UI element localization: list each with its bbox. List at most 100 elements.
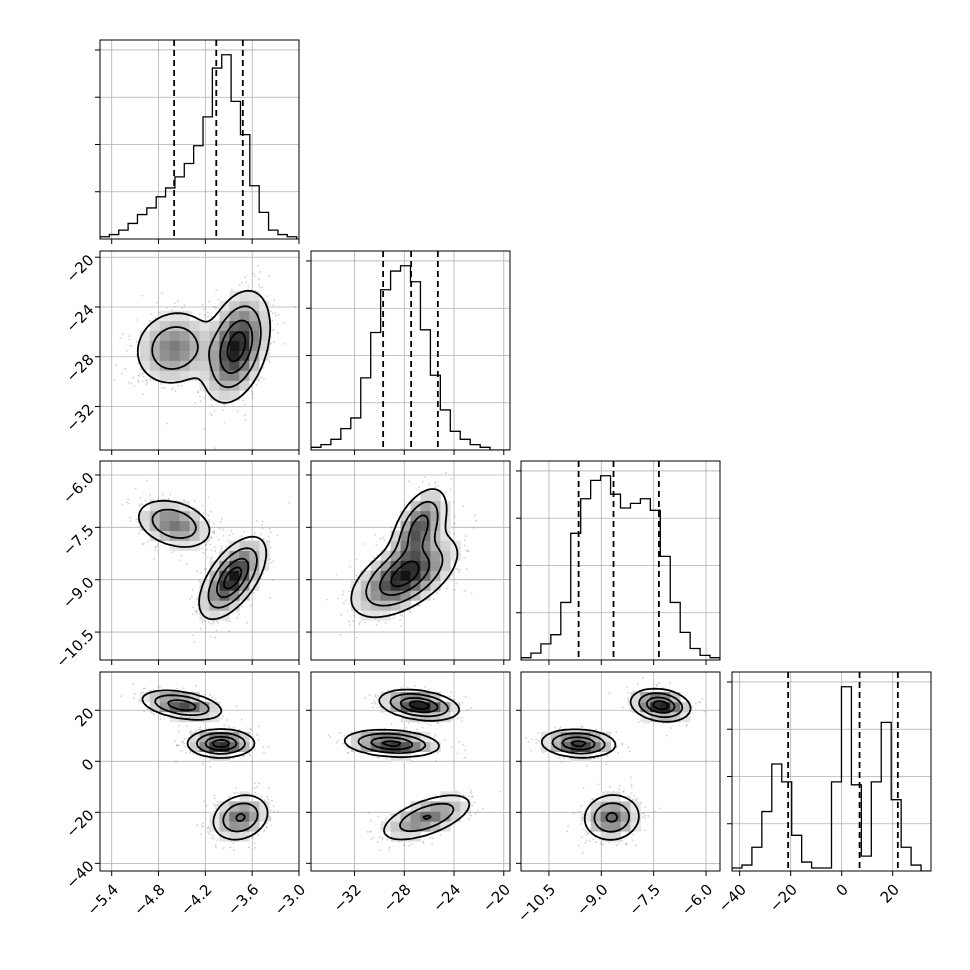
sample-point bbox=[608, 692, 611, 695]
sample-point bbox=[121, 333, 124, 335]
sample-point bbox=[628, 750, 631, 753]
density-cell bbox=[149, 350, 161, 361]
sample-point bbox=[269, 546, 272, 549]
sample-point bbox=[621, 706, 624, 709]
density-cell bbox=[410, 550, 421, 561]
sample-point bbox=[627, 703, 630, 706]
sample-point bbox=[482, 807, 484, 810]
sample-point bbox=[255, 520, 258, 522]
sample-point bbox=[221, 517, 223, 520]
density-cell bbox=[149, 330, 161, 341]
sample-point bbox=[201, 763, 204, 765]
sample-point bbox=[270, 561, 272, 564]
sample-point bbox=[376, 554, 379, 557]
sample-point bbox=[476, 810, 479, 813]
density-cell bbox=[139, 360, 151, 371]
sample-point bbox=[207, 315, 209, 318]
sample-point bbox=[416, 728, 419, 731]
sample-point bbox=[247, 846, 250, 849]
sample-point bbox=[346, 752, 349, 755]
density-cell bbox=[360, 731, 372, 743]
density-cell bbox=[370, 610, 382, 621]
sample-point bbox=[213, 530, 215, 533]
sample-point bbox=[206, 827, 209, 830]
sample-point bbox=[662, 722, 665, 725]
density-cell bbox=[610, 801, 621, 812]
contours bbox=[540, 687, 692, 841]
sample-point bbox=[348, 620, 350, 623]
sample-point bbox=[195, 508, 198, 510]
density-cell bbox=[229, 811, 240, 822]
density-cell bbox=[159, 350, 171, 361]
density-cell bbox=[239, 801, 250, 812]
sample-point bbox=[417, 721, 420, 724]
sample-point bbox=[254, 794, 257, 797]
sample-point bbox=[214, 636, 217, 639]
sample-point bbox=[385, 816, 388, 819]
sample-point bbox=[240, 718, 243, 721]
sample-point bbox=[152, 498, 155, 501]
sample-point bbox=[240, 535, 243, 538]
sample-point bbox=[205, 543, 208, 546]
sample-point bbox=[166, 422, 169, 425]
sample-point bbox=[437, 722, 440, 725]
sample-point bbox=[146, 382, 149, 385]
sample-point bbox=[276, 323, 279, 325]
density-cell bbox=[680, 701, 691, 713]
sample-point bbox=[277, 313, 280, 316]
sample-point bbox=[159, 718, 162, 721]
sample-point bbox=[243, 414, 246, 417]
density-cell bbox=[400, 731, 411, 743]
sample-point bbox=[137, 379, 140, 382]
sample-point bbox=[335, 573, 338, 576]
sample-point bbox=[382, 536, 385, 539]
density-cell bbox=[400, 540, 411, 551]
sample-point bbox=[270, 310, 272, 313]
sample-point bbox=[253, 532, 256, 534]
density-cell bbox=[219, 550, 230, 561]
density-cell bbox=[440, 570, 451, 581]
density-cell bbox=[169, 510, 180, 522]
sample-point bbox=[466, 708, 469, 711]
density-cell bbox=[229, 731, 240, 743]
sample-point bbox=[269, 531, 272, 534]
sample-point bbox=[211, 837, 213, 839]
density-cell bbox=[610, 821, 621, 832]
sample-point bbox=[203, 308, 205, 311]
density-cell bbox=[670, 691, 681, 703]
sample-point bbox=[577, 844, 580, 847]
density-cell bbox=[420, 590, 431, 601]
density-cell bbox=[570, 741, 582, 752]
contour-level bbox=[370, 697, 439, 821]
sample-point bbox=[406, 686, 409, 689]
density-cell bbox=[169, 370, 180, 381]
sample-point bbox=[163, 387, 166, 389]
sample-point bbox=[215, 846, 217, 849]
sample-point bbox=[254, 782, 256, 785]
sample-point bbox=[276, 534, 279, 537]
sample-point bbox=[436, 484, 439, 487]
sample-point bbox=[385, 757, 388, 760]
sample-point bbox=[244, 276, 247, 279]
sample-point bbox=[249, 727, 252, 730]
sample-point bbox=[408, 480, 410, 483]
density-cell bbox=[259, 801, 270, 812]
density-cell bbox=[209, 390, 220, 401]
density-cell bbox=[630, 811, 641, 822]
sample-point bbox=[213, 447, 216, 449]
sample-point bbox=[378, 836, 381, 839]
sample-point bbox=[473, 527, 475, 529]
sample-point bbox=[202, 512, 205, 515]
sample-point bbox=[228, 620, 231, 623]
sample-point bbox=[238, 283, 241, 286]
sample-point bbox=[212, 531, 214, 534]
sample-point bbox=[156, 544, 159, 546]
density-cell bbox=[249, 360, 260, 371]
sample-point bbox=[585, 830, 587, 833]
density-cell bbox=[189, 731, 200, 743]
sample-point bbox=[630, 786, 633, 788]
density-cell bbox=[249, 821, 260, 832]
contour-level bbox=[390, 560, 420, 588]
sample-point bbox=[269, 558, 271, 561]
sample-point bbox=[698, 701, 701, 703]
